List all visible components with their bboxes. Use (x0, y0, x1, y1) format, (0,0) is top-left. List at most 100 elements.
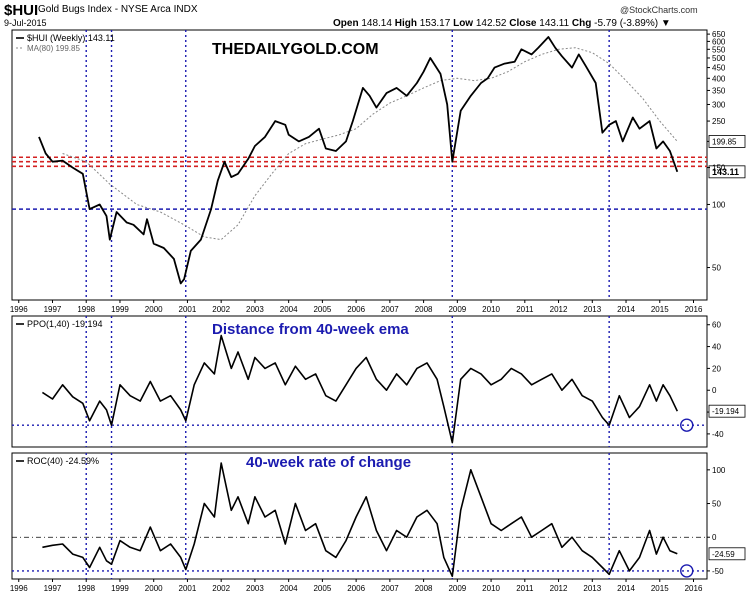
price-x-tick-label: 2010 (482, 305, 500, 314)
roc-x-tick-label: 2005 (313, 584, 331, 593)
price-y-tick-label: 50 (712, 264, 721, 273)
roc-x-tick-label: 2003 (246, 584, 264, 593)
panel-frame-3 (11, 452, 708, 580)
price-x-tick-label: 2011 (516, 305, 534, 314)
ppo-y-tick-label: 60 (712, 321, 721, 330)
roc-x-tick-label: 2014 (617, 584, 635, 593)
chart-date: 9-Jul-2015 (4, 18, 47, 28)
ppo-legend-label: PPO(1,40) -19.194 (27, 319, 103, 329)
price-x-tick-label: 1999 (111, 305, 129, 314)
roc-highlight-circle (680, 564, 694, 578)
hui-close-value-box (708, 165, 746, 179)
price-y-tick-label: 450 (712, 64, 726, 73)
ppo-value-label: -19.194 (712, 407, 740, 416)
roc-x-tick-label: 1998 (77, 584, 95, 593)
roc-x-tick-label: 2015 (651, 584, 669, 593)
roc-x-tick-label: 2008 (415, 584, 433, 593)
price-x-tick-label: 2006 (347, 305, 365, 314)
roc-value-label: -24.59 (712, 550, 735, 559)
hui-price-line (38, 36, 679, 285)
price-x-tick-label: 2000 (145, 305, 163, 314)
price-y-tick-label: 150 (712, 164, 726, 173)
roc-x-tick-label: 2013 (583, 584, 601, 593)
close-label: Close (509, 18, 537, 29)
price-x-tick-label: 2002 (212, 305, 230, 314)
hui-close-value-label: 143.11 (712, 167, 739, 177)
stockcharts-watermark: @StockCharts.com (620, 5, 698, 15)
ma80-line (62, 47, 678, 241)
chart-subtitle: Gold Bugs Index - NYSE Arca INDX (38, 4, 198, 15)
open-value: 148.14 (361, 18, 392, 29)
price-x-tick-label: 2016 (685, 305, 703, 314)
ohlc-summary: Open 148.14 High 153.17 Low 142.52 Close… (333, 18, 671, 29)
roc-x-tick-label: 2004 (280, 584, 298, 593)
price-y-tick-label: 300 (712, 100, 726, 109)
roc-x-tick-label: 2006 (347, 584, 365, 593)
price-x-tick-label: 1998 (77, 305, 95, 314)
roc-x-tick-label: 2000 (145, 584, 163, 593)
price-x-tick-label: 2001 (179, 305, 197, 314)
close-value: 143.11 (539, 18, 570, 29)
roc-y-tick-label: 100 (712, 466, 726, 475)
chart-symbol: $HUI (4, 2, 39, 19)
price-x-tick-label: 1996 (10, 305, 28, 314)
price-x-tick-label: 2013 (583, 305, 601, 314)
price-y-tick-label: 650 (712, 30, 726, 39)
price-x-tick-label: 2008 (415, 305, 433, 314)
chg-label: Chg (571, 18, 592, 29)
price-x-tick-label: 2014 (617, 305, 635, 314)
price-x-tick-label: 2012 (550, 305, 568, 314)
price-y-tick-label: 350 (712, 86, 726, 95)
thedailygold-brand: THEDAILYGOLD.COM (212, 41, 379, 58)
roc-y-tick-label: 50 (712, 500, 721, 509)
ma-legend-label: MA(80) 199.85 (27, 44, 80, 53)
high-value: 153.17 (419, 18, 451, 29)
price-y-tick-label: 500 (712, 54, 726, 63)
price-x-tick-label: 2007 (381, 305, 399, 314)
roc-x-tick-label: 2011 (516, 584, 534, 593)
roc-x-tick-label: 2016 (685, 584, 703, 593)
price-y-tick-label: 600 (712, 37, 726, 46)
price-legend-label: $HUI (Weekly) 143.11 (27, 33, 115, 43)
ppo-line (41, 334, 679, 444)
roc-x-tick-label: 1997 (44, 584, 62, 593)
ppo-y-tick-label: 20 (712, 364, 721, 373)
roc-annotation: 40-week rate of change (246, 454, 411, 471)
low-value: 142.52 (475, 18, 507, 29)
ma80-value-label-box (708, 135, 746, 148)
price-x-tick-label: 2004 (280, 305, 298, 314)
ppo-annotation: Distance from 40-week ema (212, 321, 409, 338)
ppo-y-tick-label: 0 (712, 386, 717, 395)
roc-x-tick-label: 2009 (448, 584, 466, 593)
ma80-value-label: 199.85 (712, 137, 737, 146)
chg-value: -5.79 (-3.89%) (594, 18, 659, 29)
panel-frame-1 (11, 29, 708, 301)
open-label: Open (333, 18, 359, 29)
roc-x-tick-label: 2010 (482, 584, 500, 593)
price-y-tick-label: 250 (712, 117, 726, 126)
price-x-tick-label: 2015 (651, 305, 669, 314)
roc-x-tick-label: 2001 (179, 584, 197, 593)
low-label: Low (453, 18, 474, 29)
roc-y-tick-label: 0 (712, 533, 717, 542)
roc-y-tick-label: -50 (712, 567, 724, 576)
roc-line (42, 462, 678, 578)
price-x-tick-label: 2009 (448, 305, 466, 314)
roc-x-tick-label: 1999 (111, 584, 129, 593)
roc-x-tick-label: 2007 (381, 584, 399, 593)
ppo-y-tick-label: 40 (712, 343, 721, 352)
price-y-tick-label: 550 (712, 45, 726, 54)
roc-x-tick-label: 1996 (10, 584, 28, 593)
price-y-tick-label: 100 (712, 200, 726, 209)
roc-value-label-box (708, 547, 746, 561)
price-x-tick-label: 2003 (246, 305, 264, 314)
ppo-value-label-box (708, 404, 746, 418)
price-y-tick-label: 400 (712, 74, 726, 83)
high-label: High (394, 18, 417, 29)
price-x-tick-label: 1997 (44, 305, 62, 314)
ppo-highlight-circle (680, 418, 694, 432)
ppo-y-tick-label: -40 (712, 430, 724, 439)
dropdown-triangle-icon[interactable]: ▼ (660, 18, 671, 29)
price-x-tick-label: 2005 (313, 305, 331, 314)
